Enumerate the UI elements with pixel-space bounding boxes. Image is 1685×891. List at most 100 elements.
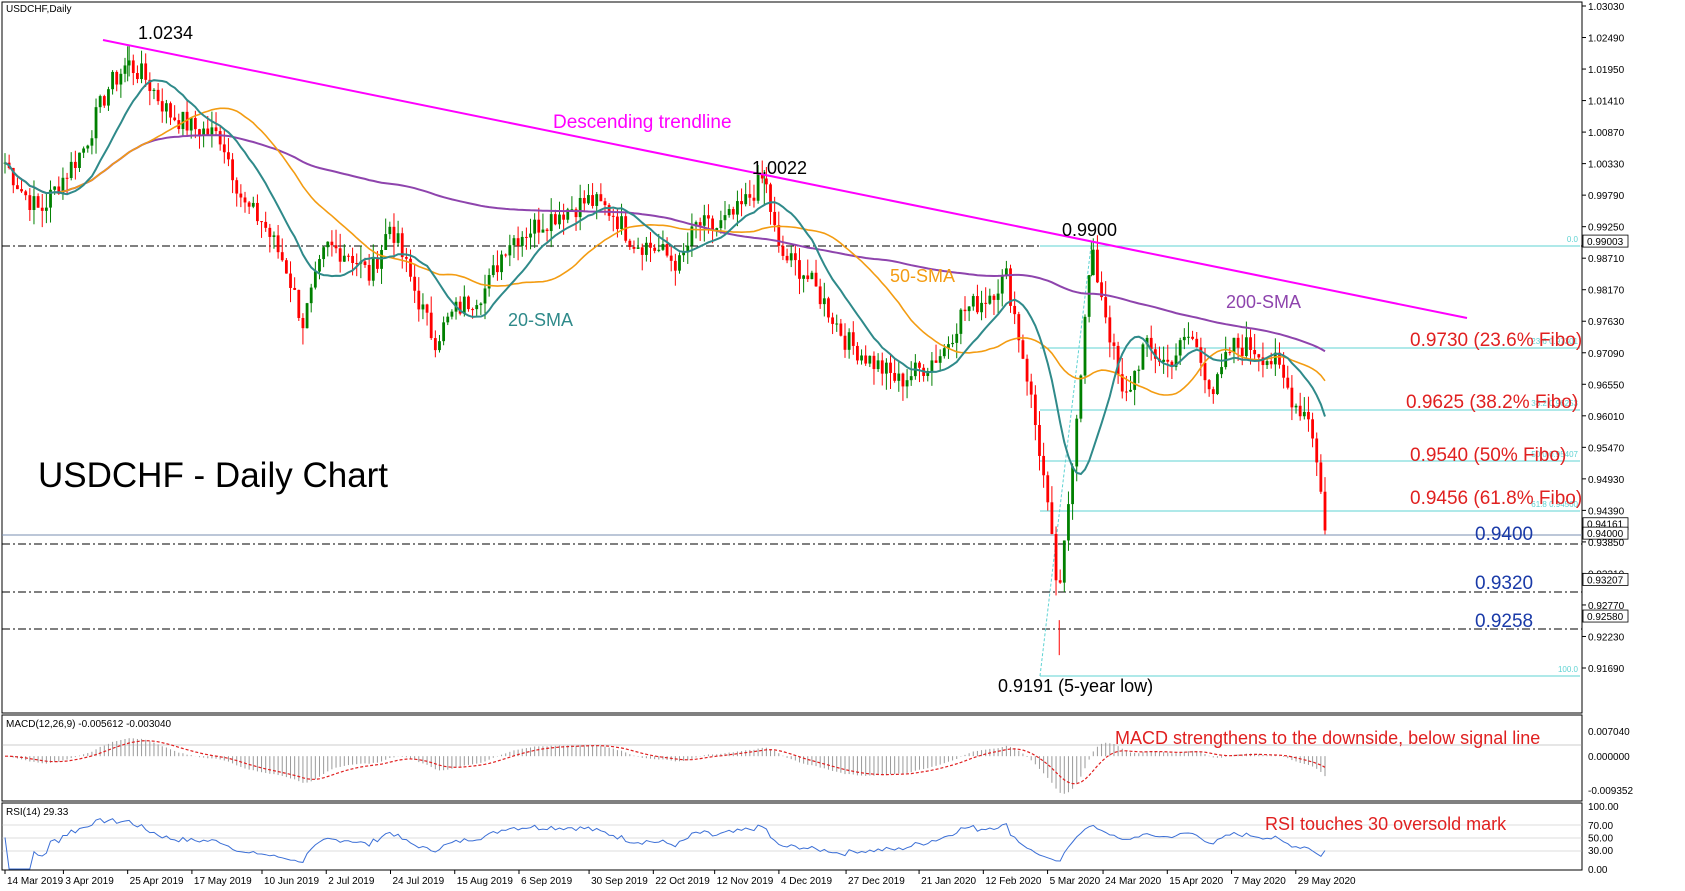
rsi-y-tick-label: 0.00 [1588,865,1608,876]
candle-body [40,207,44,211]
candle-body [611,215,615,217]
candle-body [731,209,735,215]
candle-body [256,202,259,222]
descending-trendline [102,39,1468,319]
candle-body [111,71,114,90]
candle-body [686,245,690,252]
rsi-y-tick-label: 70.00 [1588,821,1613,832]
candle-body [1096,249,1099,283]
candle-body [57,186,61,194]
big-title: USDCHF - Daily Chart [38,456,388,495]
rsi-line [4,818,1326,870]
candle-body [947,344,950,349]
candle-body [1307,411,1310,420]
candle-body [760,174,764,179]
candle-body [239,193,243,198]
rsi-y-tick-label: 50.00 [1588,834,1613,845]
candle-body [988,295,992,304]
candle-body [1013,305,1017,315]
candle-body [748,194,752,198]
candle-body [1236,337,1240,348]
candle-body [417,290,421,310]
candle-body [297,289,301,318]
candle-body [69,161,73,179]
candle-body [773,211,777,226]
candle-body [148,79,152,92]
candle-body [28,195,32,210]
candle-body [107,89,110,106]
candle-body [744,194,748,205]
candle-body [831,317,834,324]
level-label-9320: 0.9320 [1475,573,1533,594]
candle-body [1067,504,1070,541]
candle-body [955,333,959,343]
candle-body [1269,361,1273,365]
candle-body [156,89,160,102]
candle-body [640,247,644,255]
price-y-tick-label: 0.99250 [1588,223,1625,234]
candle-body [992,295,996,300]
candle-body [951,342,954,345]
candle-body [53,186,57,190]
candle-body [711,218,714,231]
candle-body [1029,381,1033,395]
candle-body [843,335,847,350]
x-tick-label: 14 Mar 2019 [7,876,64,887]
candle-body [665,244,669,256]
sma20-label: 20-SMA [508,310,573,330]
candle-body [707,215,710,219]
price-tag: 0.92580 [1587,612,1624,623]
candle-body [1216,374,1219,395]
candle-body [719,220,723,229]
candle-body [1100,282,1103,298]
candle-body [49,189,52,208]
price-y-tick-label: 1.01950 [1588,65,1625,76]
candle-body [959,309,963,334]
candle-body [1017,314,1021,341]
candle-body [421,304,425,310]
candle-body [1091,249,1095,276]
candle-body [24,191,28,196]
price-y-tick-label: 0.98170 [1588,286,1625,297]
candle-body [971,296,975,307]
candle-body [313,271,317,288]
candle-body [16,185,19,190]
candle-body [1249,337,1252,350]
candle-body [284,260,288,274]
candle-body [587,195,590,204]
candle-body [851,332,855,346]
candle-body [144,63,148,80]
candle-body [268,227,272,237]
candle-body [938,356,942,363]
price-y-tick-label: 0.95470 [1588,443,1625,454]
candle-body [1273,352,1277,365]
x-tick-label: 17 May 2019 [194,876,252,887]
candle-body [396,233,400,243]
candle-body [1195,338,1199,348]
candle-body [309,287,313,304]
candle-body [806,275,810,280]
candle-body [599,194,603,202]
x-tick-label: 24 Jul 2019 [392,876,444,887]
candle-body [280,252,284,261]
candle-body [94,107,98,139]
candle-body [562,214,566,220]
candle-body [1145,337,1149,345]
candle-body [181,111,185,130]
candle-body [442,322,446,342]
candle-body [1000,275,1004,294]
x-tick-label: 10 Jun 2019 [264,876,319,887]
candle-body [483,288,487,304]
candle-body [243,197,247,203]
sma-50-line [4,107,1326,396]
candle-body [764,178,768,185]
candle-body [1162,359,1166,362]
candle-body [1133,370,1137,390]
candle-body [1311,419,1314,439]
fib-small-0: 0.0 [1567,235,1579,244]
candle-body [1182,336,1186,341]
candle-body [342,255,346,262]
candle-body [996,293,1000,300]
candle-body [967,306,971,312]
macd-y-tick-label: -0.009352 [1588,786,1633,797]
